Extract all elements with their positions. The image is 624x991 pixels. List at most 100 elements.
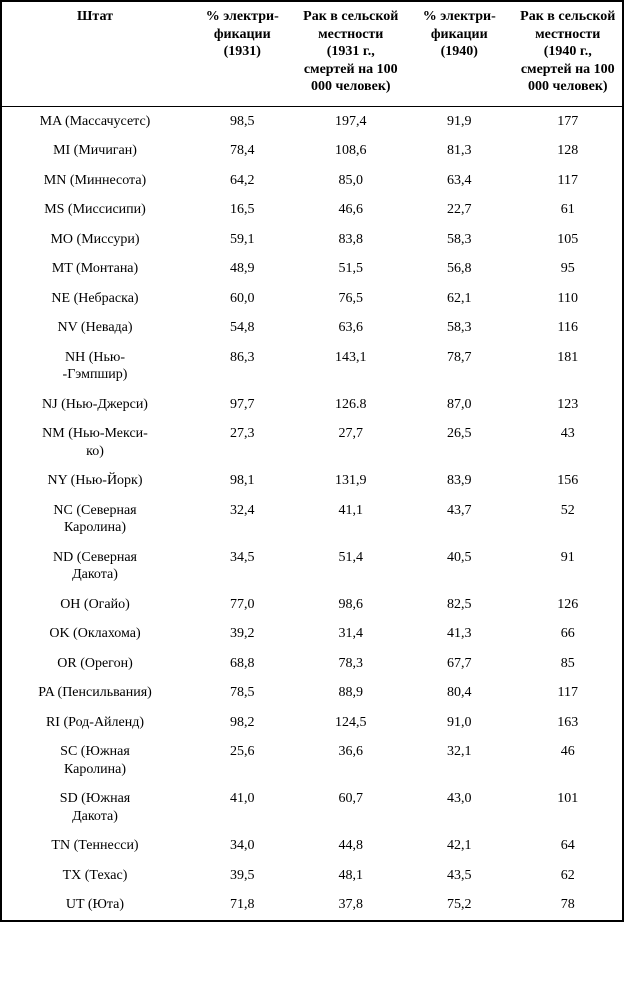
cell-value: 87,0	[405, 390, 514, 420]
cell-value: 32,1	[405, 737, 514, 784]
cell-value: 37,8	[297, 890, 406, 920]
cell-state: NY (Нью-Йорк)	[2, 466, 188, 496]
cell-value: 64,2	[188, 166, 297, 196]
cell-value: 41,1	[297, 496, 406, 543]
table-row: NH (Нью--Гэмпшир)86,3143,178,7181	[2, 343, 622, 390]
cell-value: 41,3	[405, 619, 514, 649]
cell-value: 67,7	[405, 649, 514, 679]
cell-value: 98,2	[188, 708, 297, 738]
cell-value: 143,1	[297, 343, 406, 390]
cell-state: MO (Миссури)	[2, 225, 188, 255]
cell-value: 88,9	[297, 678, 406, 708]
col-header-elec-1940: % электри- фикации (1940)	[405, 2, 514, 106]
cell-value: 25,6	[188, 737, 297, 784]
cell-value: 116	[514, 313, 623, 343]
table-row: SD (ЮжнаяДакота)41,060,743,0101	[2, 784, 622, 831]
cell-state: MN (Миннесота)	[2, 166, 188, 196]
data-table: Штат % электри- фикации (1931) Рак в сел…	[2, 2, 622, 920]
cell-value: 26,5	[405, 419, 514, 466]
table-row: OK (Оклахома)39,231,441,366	[2, 619, 622, 649]
cell-value: 46	[514, 737, 623, 784]
col-header-elec-1931: % электри- фикации (1931)	[188, 2, 297, 106]
cell-state: MT (Монтана)	[2, 254, 188, 284]
cell-value: 39,2	[188, 619, 297, 649]
cell-value: 58,3	[405, 313, 514, 343]
cell-value: 156	[514, 466, 623, 496]
cell-value: 131,9	[297, 466, 406, 496]
table-row: NC (СевернаяКаролина)32,441,143,752	[2, 496, 622, 543]
cell-value: 78,4	[188, 136, 297, 166]
cell-state: SD (ЮжнаяДакота)	[2, 784, 188, 831]
cell-value: 56,8	[405, 254, 514, 284]
cell-value: 77,0	[188, 590, 297, 620]
cell-value: 68,8	[188, 649, 297, 679]
cell-value: 36,6	[297, 737, 406, 784]
cell-value: 86,3	[188, 343, 297, 390]
table-row: UT (Юта)71,837,875,278	[2, 890, 622, 920]
cell-value: 46,6	[297, 195, 406, 225]
col-header-state: Штат	[2, 2, 188, 106]
table-row: MN (Миннесота)64,285,063,4117	[2, 166, 622, 196]
cell-value: 177	[514, 106, 623, 136]
table-row: TX (Техас)39,548,143,562	[2, 861, 622, 891]
table-header: Штат % электри- фикации (1931) Рак в сел…	[2, 2, 622, 106]
cell-value: 197,4	[297, 106, 406, 136]
table-row: NV (Невада)54,863,658,3116	[2, 313, 622, 343]
table-row: NY (Нью-Йорк)98,1131,983,9156	[2, 466, 622, 496]
cell-value: 85	[514, 649, 623, 679]
cell-value: 91,9	[405, 106, 514, 136]
cell-value: 78	[514, 890, 623, 920]
cell-value: 98,5	[188, 106, 297, 136]
cell-value: 95	[514, 254, 623, 284]
cell-value: 54,8	[188, 313, 297, 343]
header-row: Штат % электри- фикации (1931) Рак в сел…	[2, 2, 622, 106]
table-row: OR (Орегон)68,878,367,785	[2, 649, 622, 679]
cell-value: 110	[514, 284, 623, 314]
cell-state: SC (ЮжнаяКаролина)	[2, 737, 188, 784]
cell-value: 43	[514, 419, 623, 466]
cell-value: 51,5	[297, 254, 406, 284]
cell-value: 85,0	[297, 166, 406, 196]
cell-value: 98,1	[188, 466, 297, 496]
cell-value: 128	[514, 136, 623, 166]
cell-value: 48,1	[297, 861, 406, 891]
table-row: MA (Массачусетс)98,5197,491,9177	[2, 106, 622, 136]
table-row: RI (Род-Айленд)98,2124,591,0163	[2, 708, 622, 738]
cell-value: 105	[514, 225, 623, 255]
col-header-cancer-1931: Рак в сельской местности (1931 г., смерт…	[297, 2, 406, 106]
cell-value: 124,5	[297, 708, 406, 738]
table-row: MS (Миссисипи)16,546,622,761	[2, 195, 622, 225]
cell-value: 62,1	[405, 284, 514, 314]
cell-value: 48,9	[188, 254, 297, 284]
table-row: PA (Пенсильвания)78,588,980,4117	[2, 678, 622, 708]
cell-value: 51,4	[297, 543, 406, 590]
cell-state: NH (Нью--Гэмпшир)	[2, 343, 188, 390]
cell-value: 63,6	[297, 313, 406, 343]
cell-value: 78,7	[405, 343, 514, 390]
cell-value: 60,7	[297, 784, 406, 831]
table-row: MI (Мичиган)78,4108,681,3128	[2, 136, 622, 166]
table-row: NJ (Нью-Джерси)97,7126.887,0123	[2, 390, 622, 420]
cell-state: NC (СевернаяКаролина)	[2, 496, 188, 543]
cell-value: 22,7	[405, 195, 514, 225]
cell-value: 98,6	[297, 590, 406, 620]
cell-value: 43,5	[405, 861, 514, 891]
cell-state: UT (Юта)	[2, 890, 188, 920]
cell-value: 108,6	[297, 136, 406, 166]
col-header-cancer-1940: Рак в сельской местности (1940 г., смерт…	[514, 2, 623, 106]
cell-value: 91	[514, 543, 623, 590]
cell-state: NJ (Нью-Джерси)	[2, 390, 188, 420]
cell-value: 82,5	[405, 590, 514, 620]
table-row: NE (Небраска)60,076,562,1110	[2, 284, 622, 314]
cell-value: 41,0	[188, 784, 297, 831]
cell-state: TN (Теннесси)	[2, 831, 188, 861]
cell-value: 123	[514, 390, 623, 420]
cell-state: OR (Орегон)	[2, 649, 188, 679]
cell-value: 16,5	[188, 195, 297, 225]
table-row: MT (Монтана)48,951,556,895	[2, 254, 622, 284]
cell-value: 34,5	[188, 543, 297, 590]
table-row: ND (СевернаяДакота)34,551,440,591	[2, 543, 622, 590]
cell-value: 44,8	[297, 831, 406, 861]
cell-value: 181	[514, 343, 623, 390]
table-row: MO (Миссури)59,183,858,3105	[2, 225, 622, 255]
